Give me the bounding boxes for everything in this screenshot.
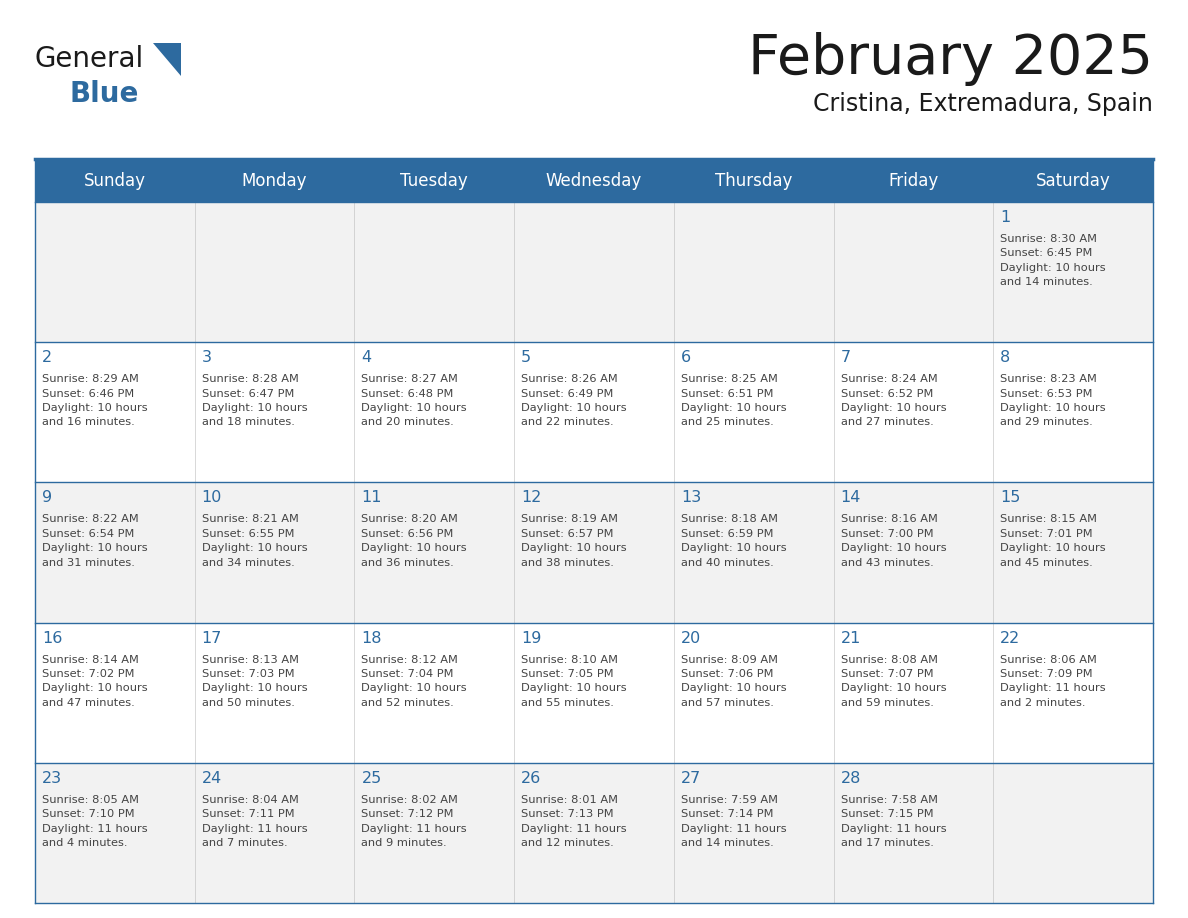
Text: Sunrise: 8:04 AM
Sunset: 7:11 PM
Daylight: 11 hours
and 7 minutes.: Sunrise: 8:04 AM Sunset: 7:11 PM Dayligh…	[202, 795, 308, 848]
Text: Sunrise: 8:23 AM
Sunset: 6:53 PM
Daylight: 10 hours
and 29 minutes.: Sunrise: 8:23 AM Sunset: 6:53 PM Dayligh…	[1000, 375, 1106, 428]
Text: General: General	[34, 45, 144, 73]
Text: Sunrise: 8:14 AM
Sunset: 7:02 PM
Daylight: 10 hours
and 47 minutes.: Sunrise: 8:14 AM Sunset: 7:02 PM Dayligh…	[42, 655, 147, 708]
Text: 13: 13	[681, 490, 701, 506]
Text: Sunrise: 7:58 AM
Sunset: 7:15 PM
Daylight: 11 hours
and 17 minutes.: Sunrise: 7:58 AM Sunset: 7:15 PM Dayligh…	[841, 795, 946, 848]
Text: Sunrise: 8:26 AM
Sunset: 6:49 PM
Daylight: 10 hours
and 22 minutes.: Sunrise: 8:26 AM Sunset: 6:49 PM Dayligh…	[522, 375, 627, 428]
Text: Sunrise: 8:25 AM
Sunset: 6:51 PM
Daylight: 10 hours
and 25 minutes.: Sunrise: 8:25 AM Sunset: 6:51 PM Dayligh…	[681, 375, 786, 428]
Text: Sunrise: 8:22 AM
Sunset: 6:54 PM
Daylight: 10 hours
and 31 minutes.: Sunrise: 8:22 AM Sunset: 6:54 PM Dayligh…	[42, 514, 147, 567]
Text: 1: 1	[1000, 210, 1011, 225]
Text: Sunrise: 8:21 AM
Sunset: 6:55 PM
Daylight: 10 hours
and 34 minutes.: Sunrise: 8:21 AM Sunset: 6:55 PM Dayligh…	[202, 514, 308, 567]
Text: Sunrise: 8:15 AM
Sunset: 7:01 PM
Daylight: 10 hours
and 45 minutes.: Sunrise: 8:15 AM Sunset: 7:01 PM Dayligh…	[1000, 514, 1106, 567]
Text: 8: 8	[1000, 350, 1011, 365]
Text: Sunrise: 8:01 AM
Sunset: 7:13 PM
Daylight: 11 hours
and 12 minutes.: Sunrise: 8:01 AM Sunset: 7:13 PM Dayligh…	[522, 795, 627, 848]
Text: Sunrise: 8:27 AM
Sunset: 6:48 PM
Daylight: 10 hours
and 20 minutes.: Sunrise: 8:27 AM Sunset: 6:48 PM Dayligh…	[361, 375, 467, 428]
Text: Sunrise: 8:09 AM
Sunset: 7:06 PM
Daylight: 10 hours
and 57 minutes.: Sunrise: 8:09 AM Sunset: 7:06 PM Dayligh…	[681, 655, 786, 708]
Text: 16: 16	[42, 631, 63, 645]
Bar	[34, 622, 1154, 763]
Text: 18: 18	[361, 631, 381, 645]
Text: Monday: Monday	[242, 172, 308, 190]
Text: 20: 20	[681, 631, 701, 645]
Text: 22: 22	[1000, 631, 1020, 645]
Text: Sunrise: 8:24 AM
Sunset: 6:52 PM
Daylight: 10 hours
and 27 minutes.: Sunrise: 8:24 AM Sunset: 6:52 PM Dayligh…	[841, 375, 946, 428]
Bar	[34, 160, 1154, 202]
Text: 12: 12	[522, 490, 542, 506]
Text: Sunrise: 7:59 AM
Sunset: 7:14 PM
Daylight: 11 hours
and 14 minutes.: Sunrise: 7:59 AM Sunset: 7:14 PM Dayligh…	[681, 795, 786, 848]
Text: Tuesday: Tuesday	[400, 172, 468, 190]
Text: 7: 7	[841, 350, 851, 365]
Text: 2: 2	[42, 350, 52, 365]
Text: 6: 6	[681, 350, 691, 365]
Text: Sunrise: 8:18 AM
Sunset: 6:59 PM
Daylight: 10 hours
and 40 minutes.: Sunrise: 8:18 AM Sunset: 6:59 PM Dayligh…	[681, 514, 786, 567]
Text: Sunrise: 8:05 AM
Sunset: 7:10 PM
Daylight: 11 hours
and 4 minutes.: Sunrise: 8:05 AM Sunset: 7:10 PM Dayligh…	[42, 795, 147, 848]
Text: 4: 4	[361, 350, 372, 365]
Text: Sunrise: 8:06 AM
Sunset: 7:09 PM
Daylight: 11 hours
and 2 minutes.: Sunrise: 8:06 AM Sunset: 7:09 PM Dayligh…	[1000, 655, 1106, 708]
Text: 14: 14	[841, 490, 861, 506]
Text: 28: 28	[841, 771, 861, 786]
Polygon shape	[153, 43, 181, 76]
Text: 10: 10	[202, 490, 222, 506]
Text: 11: 11	[361, 490, 381, 506]
Text: Sunrise: 8:19 AM
Sunset: 6:57 PM
Daylight: 10 hours
and 38 minutes.: Sunrise: 8:19 AM Sunset: 6:57 PM Dayligh…	[522, 514, 627, 567]
Text: Sunrise: 8:29 AM
Sunset: 6:46 PM
Daylight: 10 hours
and 16 minutes.: Sunrise: 8:29 AM Sunset: 6:46 PM Dayligh…	[42, 375, 147, 428]
Text: Sunrise: 8:12 AM
Sunset: 7:04 PM
Daylight: 10 hours
and 52 minutes.: Sunrise: 8:12 AM Sunset: 7:04 PM Dayligh…	[361, 655, 467, 708]
Bar	[34, 202, 1154, 342]
Text: 19: 19	[522, 631, 542, 645]
Bar	[34, 763, 1154, 903]
Text: 27: 27	[681, 771, 701, 786]
Text: 25: 25	[361, 771, 381, 786]
Text: Cristina, Extremadura, Spain: Cristina, Extremadura, Spain	[813, 92, 1154, 116]
Text: Sunrise: 8:30 AM
Sunset: 6:45 PM
Daylight: 10 hours
and 14 minutes.: Sunrise: 8:30 AM Sunset: 6:45 PM Dayligh…	[1000, 234, 1106, 287]
Text: Sunrise: 8:28 AM
Sunset: 6:47 PM
Daylight: 10 hours
and 18 minutes.: Sunrise: 8:28 AM Sunset: 6:47 PM Dayligh…	[202, 375, 308, 428]
Text: 17: 17	[202, 631, 222, 645]
Text: Sunrise: 8:10 AM
Sunset: 7:05 PM
Daylight: 10 hours
and 55 minutes.: Sunrise: 8:10 AM Sunset: 7:05 PM Dayligh…	[522, 655, 627, 708]
Text: Sunrise: 8:16 AM
Sunset: 7:00 PM
Daylight: 10 hours
and 43 minutes.: Sunrise: 8:16 AM Sunset: 7:00 PM Dayligh…	[841, 514, 946, 567]
Bar	[34, 482, 1154, 622]
Text: February 2025: February 2025	[748, 32, 1154, 86]
Text: Sunrise: 8:13 AM
Sunset: 7:03 PM
Daylight: 10 hours
and 50 minutes.: Sunrise: 8:13 AM Sunset: 7:03 PM Dayligh…	[202, 655, 308, 708]
Text: 3: 3	[202, 350, 211, 365]
Text: 9: 9	[42, 490, 52, 506]
Text: 23: 23	[42, 771, 62, 786]
Text: Sunrise: 8:20 AM
Sunset: 6:56 PM
Daylight: 10 hours
and 36 minutes.: Sunrise: 8:20 AM Sunset: 6:56 PM Dayligh…	[361, 514, 467, 567]
Text: Wednesday: Wednesday	[545, 172, 643, 190]
Bar	[34, 342, 1154, 482]
Text: 5: 5	[522, 350, 531, 365]
Text: Thursday: Thursday	[715, 172, 792, 190]
Text: 24: 24	[202, 771, 222, 786]
Text: Sunday: Sunday	[84, 172, 146, 190]
Text: 15: 15	[1000, 490, 1020, 506]
Text: 21: 21	[841, 631, 861, 645]
Text: Sunrise: 8:02 AM
Sunset: 7:12 PM
Daylight: 11 hours
and 9 minutes.: Sunrise: 8:02 AM Sunset: 7:12 PM Dayligh…	[361, 795, 467, 848]
Text: Sunrise: 8:08 AM
Sunset: 7:07 PM
Daylight: 10 hours
and 59 minutes.: Sunrise: 8:08 AM Sunset: 7:07 PM Dayligh…	[841, 655, 946, 708]
Text: Blue: Blue	[70, 80, 139, 108]
Text: 26: 26	[522, 771, 542, 786]
Text: Saturday: Saturday	[1036, 172, 1111, 190]
Text: Friday: Friday	[889, 172, 939, 190]
